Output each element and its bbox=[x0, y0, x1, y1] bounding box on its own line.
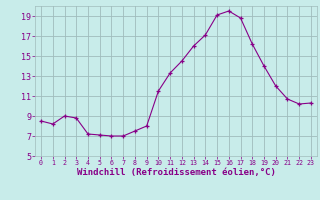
X-axis label: Windchill (Refroidissement éolien,°C): Windchill (Refroidissement éolien,°C) bbox=[76, 168, 276, 177]
